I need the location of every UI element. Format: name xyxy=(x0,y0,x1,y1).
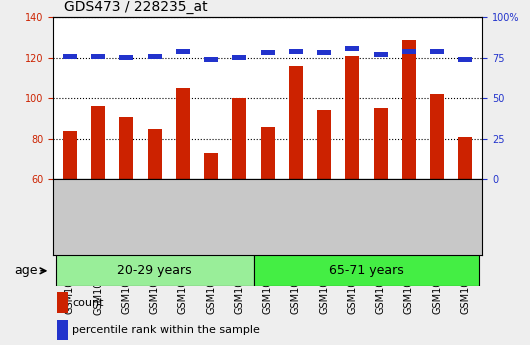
Bar xyxy=(430,49,444,54)
Text: percentile rank within the sample: percentile rank within the sample xyxy=(72,325,260,335)
Bar xyxy=(289,49,303,54)
Bar xyxy=(204,153,218,179)
Bar xyxy=(253,255,480,286)
Bar xyxy=(148,53,162,59)
Bar xyxy=(119,117,134,179)
Text: 65-71 years: 65-71 years xyxy=(329,264,404,277)
Bar xyxy=(148,129,162,179)
Bar xyxy=(289,66,303,179)
Bar xyxy=(91,107,105,179)
Bar xyxy=(402,49,416,54)
Bar xyxy=(232,55,246,60)
Bar xyxy=(176,88,190,179)
Bar xyxy=(261,127,275,179)
Text: age: age xyxy=(15,264,38,277)
Bar xyxy=(91,53,105,59)
Bar xyxy=(204,57,218,62)
Bar xyxy=(119,55,134,60)
Bar xyxy=(374,108,387,179)
Bar xyxy=(232,98,246,179)
Bar xyxy=(346,56,359,179)
Bar xyxy=(63,131,77,179)
Bar xyxy=(57,320,68,340)
Bar xyxy=(430,94,444,179)
Bar xyxy=(56,255,253,286)
Bar xyxy=(458,137,472,179)
Bar xyxy=(57,292,68,313)
Text: GDS473 / 228235_at: GDS473 / 228235_at xyxy=(64,0,207,14)
Bar xyxy=(346,46,359,51)
Text: 20-29 years: 20-29 years xyxy=(117,264,192,277)
Bar xyxy=(374,52,387,57)
Bar xyxy=(402,40,416,179)
Text: count: count xyxy=(72,298,104,308)
Bar xyxy=(63,53,77,59)
Bar xyxy=(176,49,190,54)
Bar xyxy=(261,50,275,56)
Bar xyxy=(317,50,331,56)
Bar xyxy=(458,57,472,62)
Bar xyxy=(317,110,331,179)
